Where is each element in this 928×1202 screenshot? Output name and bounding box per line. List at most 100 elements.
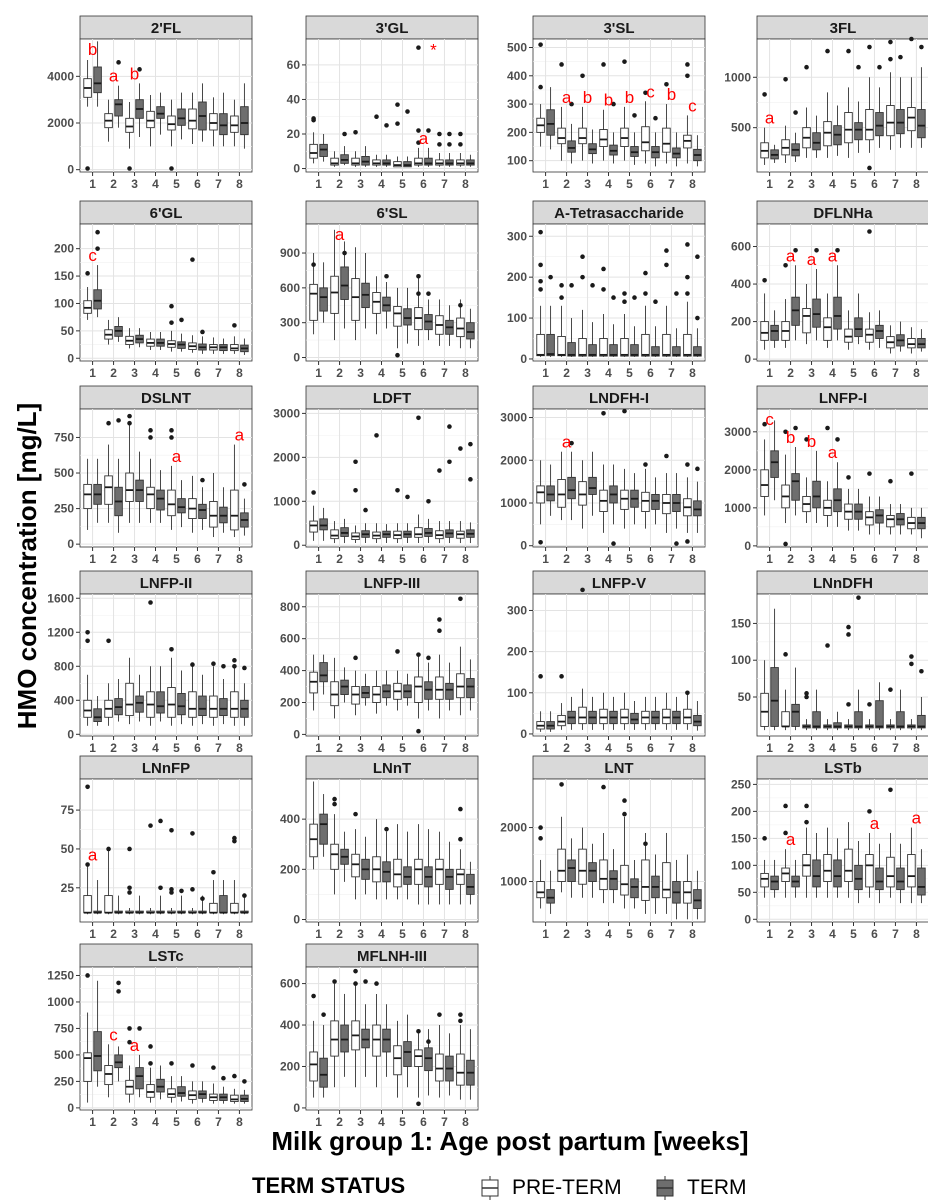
box-pre-term-week-3 <box>351 151 360 167</box>
outlier-point <box>447 131 452 137</box>
box-pre-term-week-5 <box>620 106 629 161</box>
x-tick-label: 1 <box>766 552 773 566</box>
x-tick-label: 1 <box>315 366 322 380</box>
outlier-point <box>374 433 379 438</box>
box-pre-term-week-6 <box>414 654 423 719</box>
box-iqr <box>854 864 863 891</box>
y-tick-label: 400 <box>280 1018 300 1032</box>
outlier-point <box>221 663 226 669</box>
box-pre-term-week-2 <box>781 849 790 898</box>
box-iqr <box>567 342 576 357</box>
panel-2-fl: 2'FL 0 2000 4000 1 2 3 4 5 6 7 8 ba b <box>47 15 253 191</box>
box-pre-term-week-7 <box>886 504 895 535</box>
significance-label: b <box>583 88 592 107</box>
box-iqr <box>435 676 444 700</box>
box-iqr <box>630 344 639 357</box>
outlier-point <box>190 662 195 667</box>
box-term-week-1 <box>319 654 328 695</box>
y-tick-label: 3000 <box>724 425 751 439</box>
box-iqr <box>546 333 555 357</box>
box-iqr <box>319 1057 328 1088</box>
box-pre-term-week-2 <box>781 299 790 348</box>
box-iqr <box>854 317 863 338</box>
gridlines-lstb <box>757 779 928 922</box>
box-iqr <box>209 501 218 528</box>
x-tick-label: 1 <box>89 366 96 380</box>
box-pre-term-week-6 <box>641 305 650 357</box>
x-tick-label: 6 <box>871 927 878 941</box>
box-pre-term-week-6 <box>865 312 874 350</box>
strip-title-a-tetrasaccharide: A-Tetrasaccharide <box>554 205 684 222</box>
strip-title-6-gl: 6'GL <box>150 205 183 222</box>
x-tick-label: 5 <box>850 552 857 566</box>
box-iqr <box>907 338 916 349</box>
box-term-week-1 <box>770 310 779 348</box>
outlier-point <box>548 274 553 280</box>
box-term-week-1 <box>546 464 555 516</box>
outlier-point <box>919 44 924 50</box>
outlier-point <box>200 477 205 483</box>
box-iqr <box>382 296 391 312</box>
box-pre-term-week-5 <box>844 87 853 158</box>
outlier-point <box>888 39 893 45</box>
plot-area-ldft <box>305 408 479 548</box>
y-axis-title: HMO concentration [mg/L] <box>12 403 42 729</box>
box-pre-term-week-8 <box>456 153 465 167</box>
outlier-point <box>804 437 809 442</box>
outlier-point <box>169 890 174 895</box>
box-iqr <box>466 873 475 895</box>
box-iqr <box>445 868 454 890</box>
box-term-week-2 <box>791 859 800 898</box>
significance-label: a <box>335 225 345 244</box>
box-pre-term-week-8 <box>230 880 239 915</box>
y-tick-label: 0 <box>67 351 74 365</box>
box-iqr <box>435 858 444 885</box>
box-pre-term-week-3 <box>802 477 811 524</box>
significance-label: c <box>88 246 97 265</box>
outlier-point <box>169 166 174 171</box>
y-tick-label: 800 <box>54 659 74 673</box>
box-iqr <box>403 1041 412 1067</box>
x-tick-label: 5 <box>399 927 406 941</box>
x-tick-label: 4 <box>152 177 159 191</box>
plot-area-lndfh-i <box>532 408 706 548</box>
box-iqr <box>917 714 926 729</box>
box-term-week-5 <box>403 523 412 544</box>
box-term-week-3 <box>361 523 370 544</box>
outlier-point <box>363 507 368 513</box>
x-tick-label: 6 <box>194 366 201 380</box>
outlier-point <box>416 291 421 296</box>
panel-lnt: LNT 1000 2000 1 2 3 4 5 6 7 8 <box>500 755 706 941</box>
box-pre-term-week-3 <box>578 460 587 529</box>
outlier-point <box>116 60 121 65</box>
box-term-week-1 <box>546 305 555 357</box>
y-tick-label: 1600 <box>47 591 74 605</box>
y-tick-label: 3000 <box>273 406 300 420</box>
outlier-point <box>569 101 574 107</box>
box-iqr <box>875 867 884 891</box>
box-pre-term-week-4 <box>823 293 832 348</box>
plot-area-lnfp-iii <box>305 593 479 737</box>
x-tick-label: 5 <box>850 927 857 941</box>
box-term-week-4 <box>833 265 842 341</box>
outlier-point <box>353 655 358 661</box>
outlier-point <box>909 661 914 667</box>
plot-area-6-gl <box>79 223 253 362</box>
y-tick-label: 0 <box>293 1101 300 1115</box>
x-tick-label: 1 <box>766 177 773 191</box>
box-pre-term-week-8 <box>907 827 916 904</box>
x-tick-label: 1 <box>315 741 322 755</box>
outlier-point <box>867 229 872 234</box>
x-tick-label: 3 <box>808 927 815 941</box>
box-term-week-1 <box>93 265 102 318</box>
box-iqr <box>662 493 671 515</box>
box-iqr <box>791 296 800 326</box>
outlier-point <box>416 415 421 421</box>
box-iqr <box>781 711 790 727</box>
significance-label: a <box>130 1036 140 1055</box>
box-term-week-3 <box>135 1054 144 1098</box>
box-iqr <box>309 520 318 533</box>
y-tick-label: 600 <box>731 240 751 254</box>
outlier-point <box>458 836 463 842</box>
